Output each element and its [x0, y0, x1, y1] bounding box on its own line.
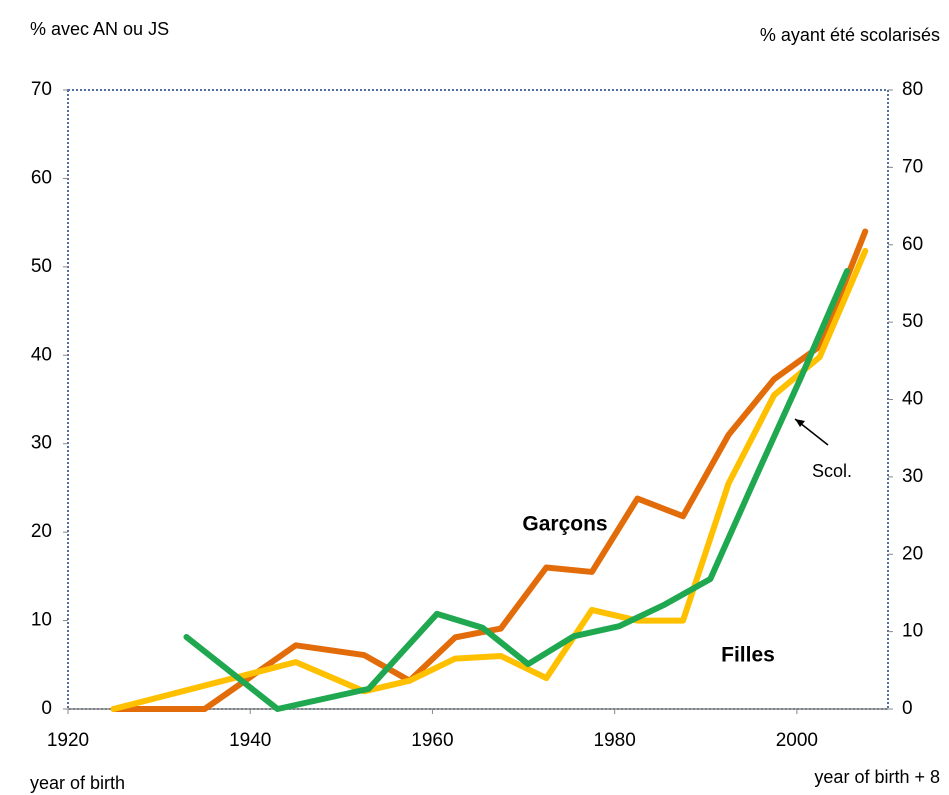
- series-label: Filles: [721, 644, 775, 667]
- x2-axis-label: year of birth + 8: [814, 767, 940, 787]
- x-tick-label: 1920: [47, 730, 89, 751]
- y-tick-label: 50: [31, 256, 52, 277]
- series-label: Scol.: [812, 461, 852, 481]
- y2-tick-label: 20: [902, 543, 923, 564]
- series-line: [110, 228, 869, 712]
- x-tick-label: 2000: [776, 730, 818, 751]
- y2-tick-label: 60: [902, 234, 923, 255]
- x-tick-label: 1980: [594, 730, 636, 751]
- y2-tick-label: 10: [902, 621, 923, 642]
- y-tick-label: 70: [31, 79, 52, 100]
- x-tick-label: 1960: [411, 730, 453, 751]
- y-tick-label: 0: [41, 698, 52, 719]
- series-line: [183, 268, 850, 712]
- y2-tick-label: 30: [902, 466, 923, 487]
- y2-tick-label: 0: [902, 698, 913, 719]
- y-tick-label: 10: [31, 610, 52, 631]
- arrow-head: [795, 419, 805, 427]
- y2-tick-label: 80: [902, 79, 923, 100]
- plot-frame: [67, 89, 889, 710]
- y-tick-label: 40: [31, 344, 52, 365]
- y2-axis-label: % ayant été scolarisés: [760, 25, 940, 45]
- x-tick-label: 1940: [229, 730, 271, 751]
- y2-tick-label: 70: [902, 156, 923, 177]
- y2-tick-label: 40: [902, 389, 923, 410]
- y-tick-label: 30: [31, 433, 52, 454]
- y2-tick-label: 50: [902, 311, 923, 332]
- y-tick-label: 20: [31, 521, 52, 542]
- y-axis-label: % avec AN ou JS: [30, 19, 169, 39]
- series-label: Garçons: [522, 513, 607, 536]
- x-axis-label: year of birth: [30, 773, 125, 793]
- y-tick-label: 60: [31, 167, 52, 188]
